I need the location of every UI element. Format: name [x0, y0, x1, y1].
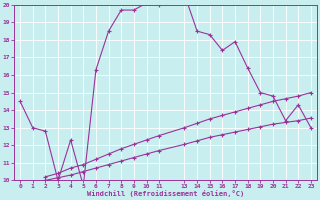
X-axis label: Windchill (Refroidissement éolien,°C): Windchill (Refroidissement éolien,°C) [87, 190, 244, 197]
